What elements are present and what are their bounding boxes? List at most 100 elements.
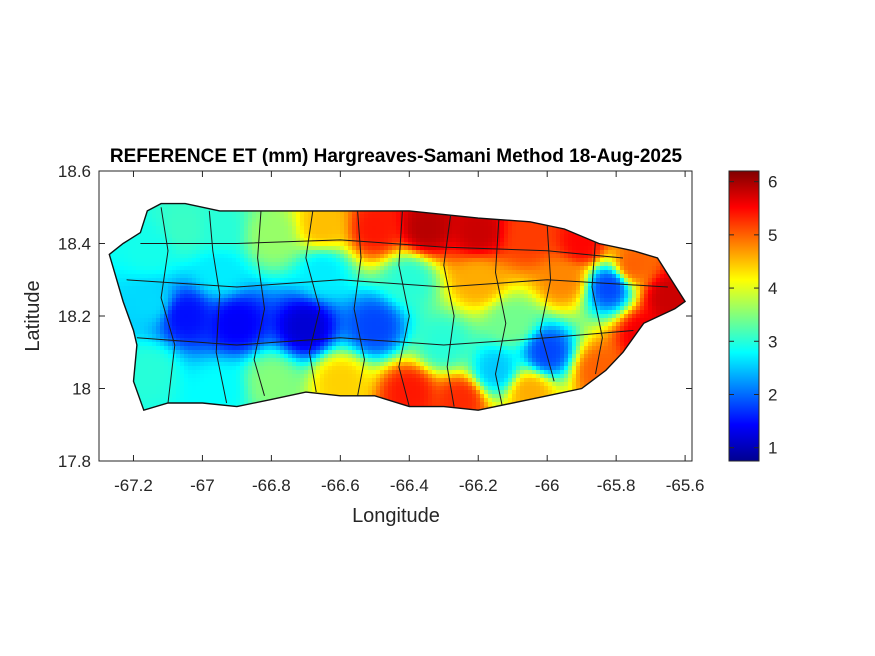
et-cell <box>156 290 161 295</box>
et-cell <box>360 222 365 227</box>
et-cell <box>388 254 393 259</box>
et-cell <box>260 342 265 347</box>
et-cell <box>204 354 209 359</box>
et-cell <box>148 326 153 331</box>
et-cell <box>176 386 181 391</box>
et-cell <box>292 246 297 251</box>
et-cell <box>176 238 181 243</box>
et-cell <box>320 262 325 267</box>
et-cell <box>376 294 381 299</box>
et-cell <box>196 350 201 355</box>
et-cell <box>384 218 389 223</box>
et-cell <box>348 222 353 227</box>
et-cell <box>400 334 405 339</box>
et-cell <box>168 390 173 395</box>
et-cell <box>404 210 409 215</box>
et-cell <box>352 334 357 339</box>
et-cell <box>264 242 269 247</box>
et-cell <box>232 238 237 243</box>
et-cell <box>192 298 197 303</box>
et-cell <box>204 266 209 271</box>
et-cell <box>300 306 305 311</box>
et-cell <box>228 286 233 291</box>
et-cell <box>404 398 409 403</box>
et-cell <box>140 314 145 319</box>
et-cell <box>388 258 393 263</box>
et-cell <box>136 378 141 383</box>
et-cell <box>324 226 329 231</box>
et-cell <box>248 250 253 255</box>
et-cell <box>144 306 149 311</box>
et-cell <box>316 286 321 291</box>
et-cell <box>160 234 165 239</box>
et-cell <box>372 230 377 235</box>
et-cell <box>288 274 293 279</box>
et-cell <box>320 218 325 223</box>
et-cell <box>148 390 153 395</box>
et-cell <box>172 203 177 207</box>
et-cell <box>368 350 373 355</box>
et-cell <box>380 222 385 227</box>
et-cell <box>316 278 321 283</box>
et-cell <box>256 366 261 371</box>
et-cell <box>228 330 233 335</box>
et-cell <box>212 314 217 319</box>
et-cell <box>208 282 213 287</box>
et-cell <box>312 250 317 255</box>
et-cell <box>216 354 221 359</box>
et-cell <box>412 302 417 307</box>
et-cell <box>124 262 129 267</box>
et-cell <box>160 366 165 371</box>
et-cell <box>344 286 349 291</box>
et-cell <box>388 326 393 331</box>
et-cell <box>336 302 341 307</box>
et-cell <box>172 222 177 227</box>
et-cell <box>208 274 213 279</box>
et-cell <box>424 362 429 367</box>
et-cell <box>144 234 149 239</box>
et-cell <box>368 242 373 247</box>
et-cell <box>204 234 209 239</box>
et-cell <box>168 286 173 291</box>
et-cell <box>348 302 353 307</box>
et-cell <box>144 318 149 323</box>
et-cell <box>276 266 281 271</box>
et-cell <box>304 382 309 387</box>
et-cell <box>292 234 297 239</box>
et-cell <box>308 214 313 219</box>
et-cell <box>352 386 357 391</box>
et-cell <box>132 298 137 303</box>
et-cell <box>392 326 397 331</box>
et-cell <box>248 386 253 391</box>
et-cell <box>236 254 241 259</box>
et-cell <box>276 354 281 359</box>
et-cell <box>264 218 269 223</box>
et-cell <box>168 346 173 351</box>
et-cell <box>360 242 365 247</box>
et-cell <box>156 334 161 339</box>
et-cell <box>248 294 253 299</box>
et-cell <box>240 214 245 219</box>
et-cell <box>196 246 201 251</box>
et-cell <box>416 214 421 219</box>
et-cell <box>356 290 361 295</box>
et-cell <box>188 238 193 243</box>
et-cell <box>300 366 305 371</box>
et-cell <box>256 398 261 403</box>
et-cell <box>272 358 277 363</box>
et-cell <box>372 274 377 279</box>
et-cell <box>276 254 281 259</box>
et-cell <box>280 370 285 375</box>
et-cell <box>232 286 237 291</box>
et-cell <box>252 270 257 275</box>
et-cell <box>404 266 409 271</box>
et-cell <box>220 258 225 263</box>
et-cell <box>372 390 377 395</box>
et-cell <box>224 362 229 367</box>
et-cell <box>372 322 377 327</box>
et-cell <box>396 318 401 323</box>
et-cell <box>232 314 237 319</box>
et-cell <box>164 386 169 391</box>
et-cell <box>272 250 277 255</box>
et-cell <box>364 342 369 347</box>
